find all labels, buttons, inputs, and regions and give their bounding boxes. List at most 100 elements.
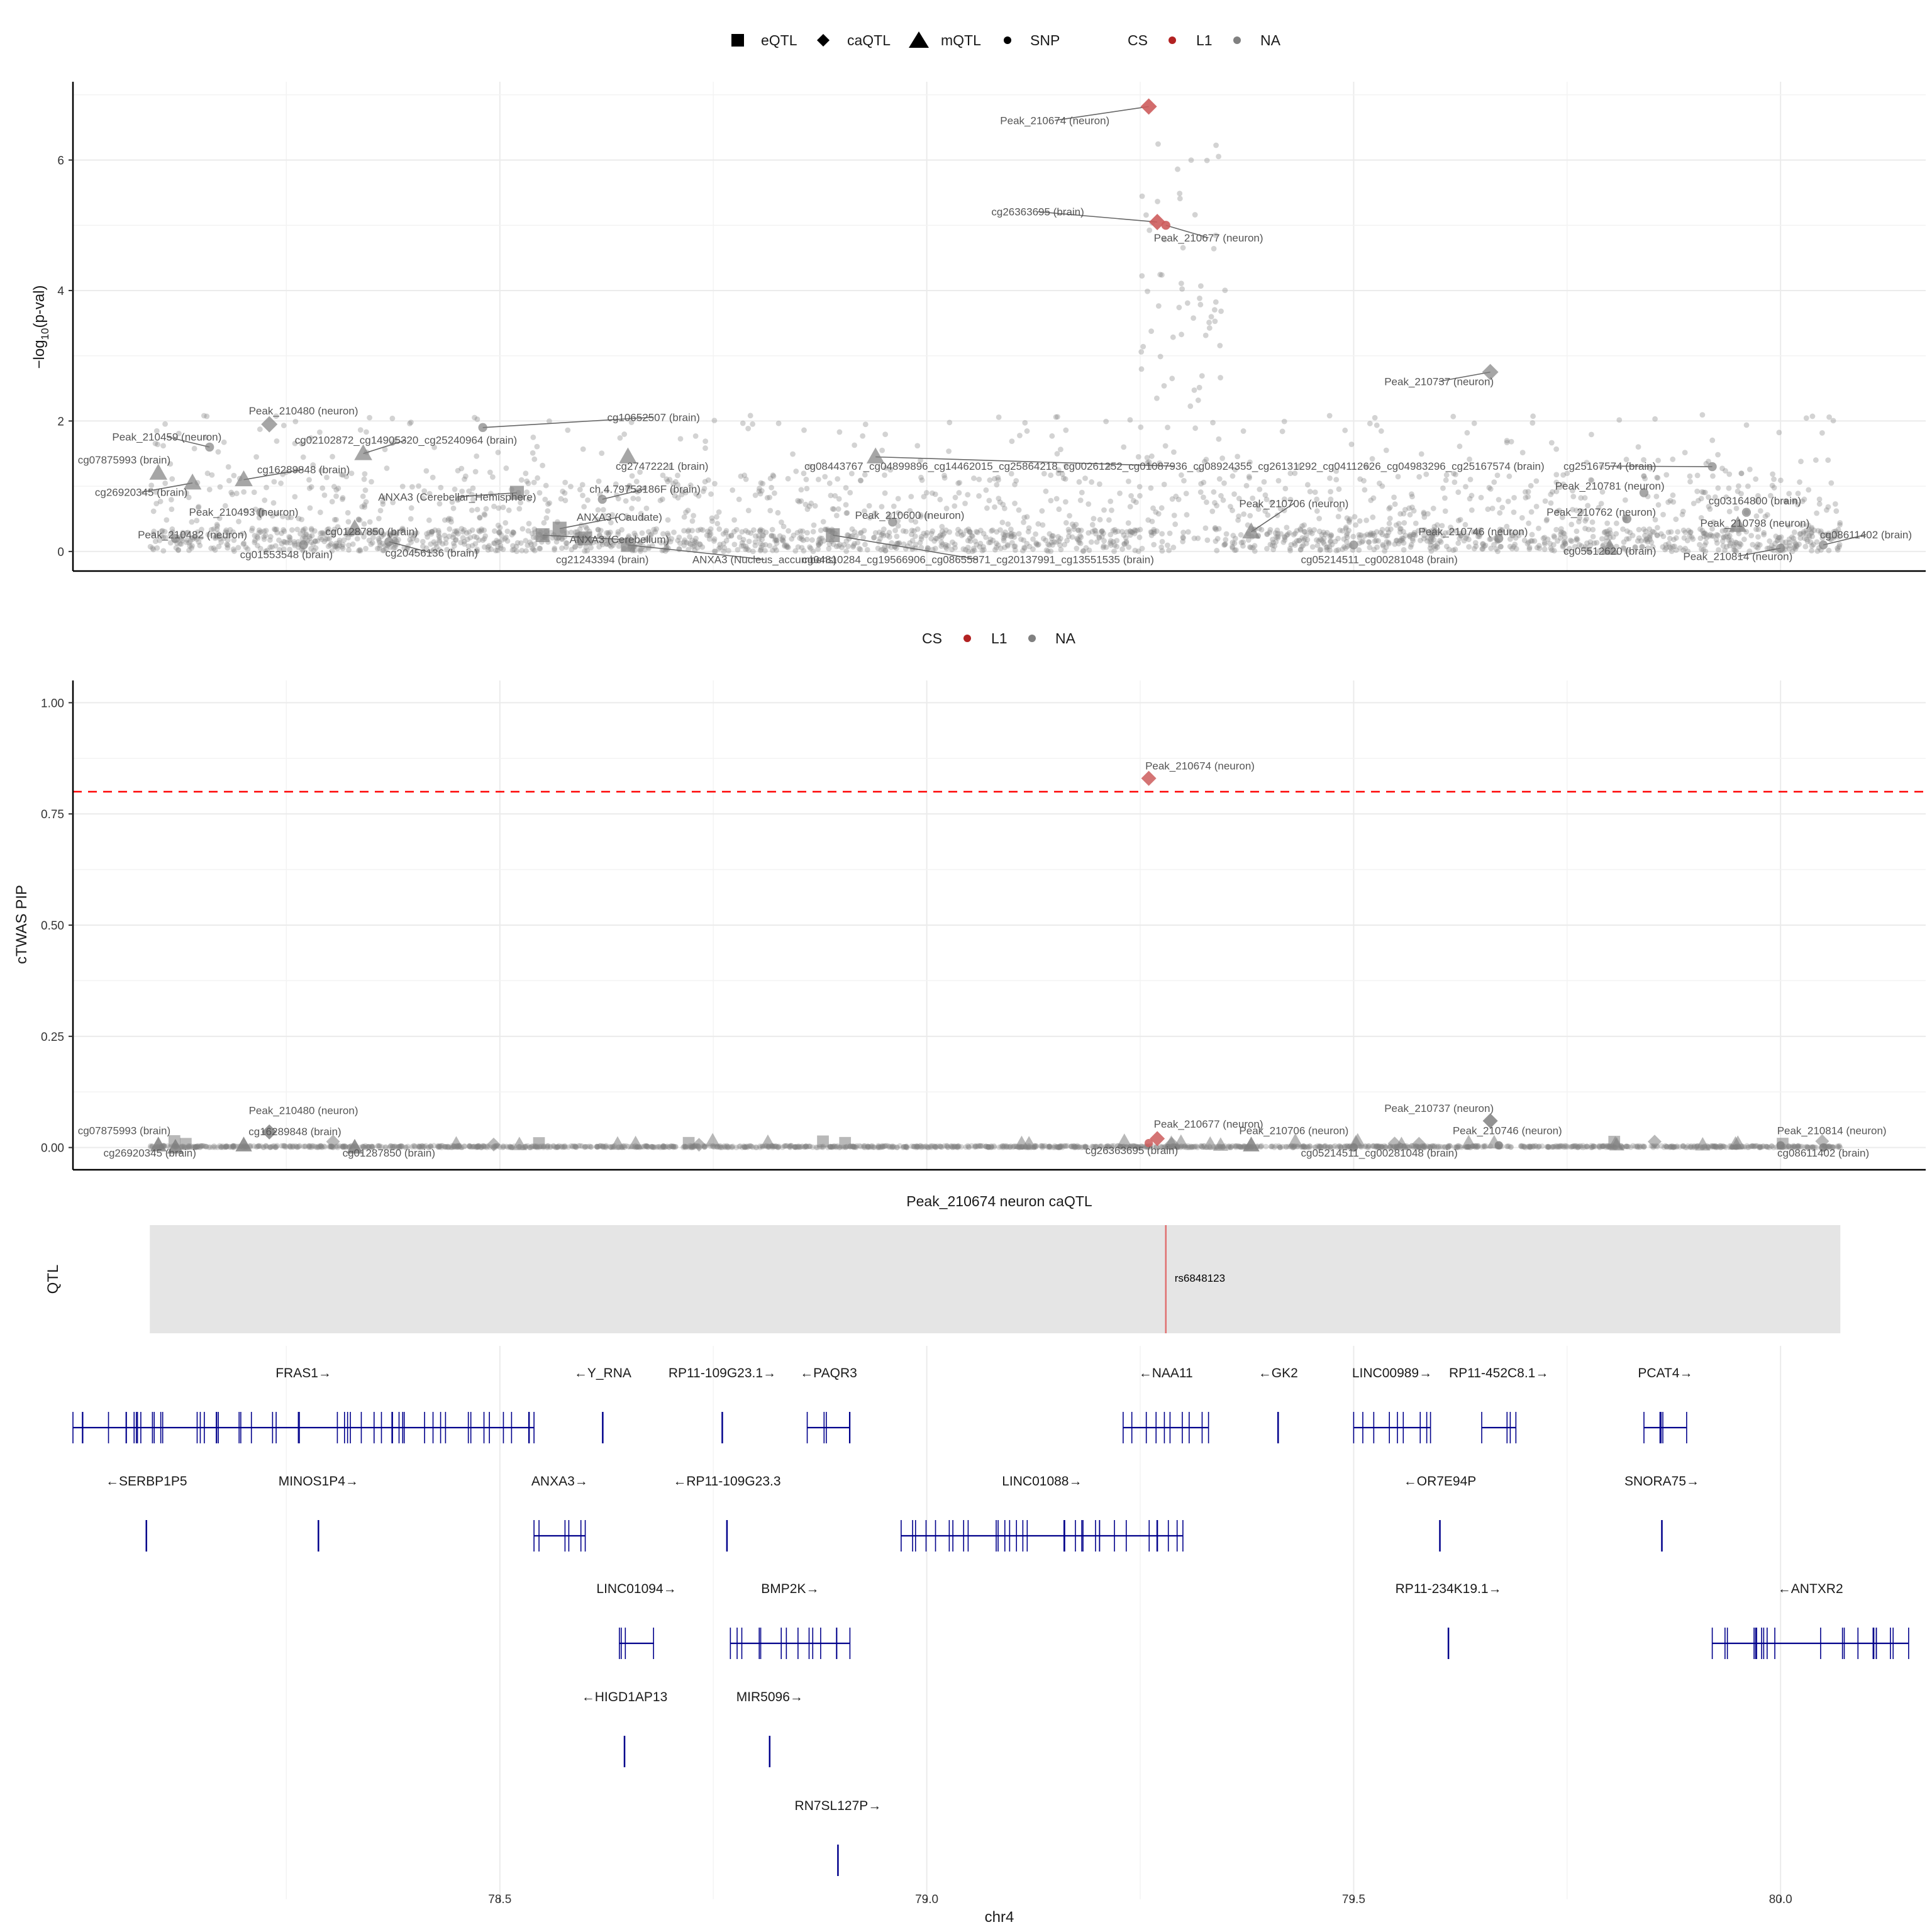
- snp-point: [280, 538, 287, 545]
- snp-point: [1541, 541, 1548, 547]
- snp-point: [757, 486, 762, 492]
- snp-point: [1549, 547, 1555, 553]
- snp-point: [1816, 501, 1823, 507]
- snp-point: [524, 478, 530, 484]
- snp-point: [1149, 518, 1155, 525]
- snp-point: [610, 542, 616, 548]
- snp-point: [1112, 526, 1118, 533]
- snp-point: [1055, 414, 1060, 420]
- snp-point: [248, 528, 255, 533]
- snp-point: [357, 427, 364, 433]
- snp-point: [217, 484, 223, 490]
- snp-point: [345, 519, 352, 525]
- snp-point: [933, 535, 939, 541]
- point-label: cg25167574 (brain): [1563, 460, 1656, 472]
- snp-point: [1567, 537, 1574, 543]
- snp-point: [1533, 478, 1540, 484]
- snp-point: [366, 530, 372, 536]
- snp-point: [702, 438, 709, 445]
- snp-point: [857, 547, 863, 553]
- snp-point: [487, 469, 493, 475]
- snp-point: [1698, 496, 1704, 502]
- snp-point: [1236, 513, 1241, 519]
- snp-point: [1100, 545, 1106, 551]
- snp-point: [436, 535, 443, 540]
- snp-point: [491, 540, 497, 546]
- snp-point: [1282, 535, 1288, 541]
- snp-point: [485, 544, 491, 550]
- snp-point: [223, 529, 229, 535]
- snp-point: [797, 535, 803, 541]
- snp-point: [1210, 419, 1216, 426]
- snp-point: [1213, 538, 1219, 544]
- snp-point: [1287, 470, 1294, 477]
- gene-label: FRAS1→: [275, 1366, 331, 1380]
- gene-label: RN7SL127P→: [795, 1799, 882, 1813]
- point-label: cg27472221 (brain): [616, 460, 708, 472]
- snp-point: [335, 486, 341, 491]
- snp-point: [333, 543, 339, 548]
- snp-point: [1021, 537, 1027, 543]
- snp-point: [746, 547, 752, 553]
- snp-point: [1048, 472, 1054, 479]
- snp-point: [1137, 492, 1143, 499]
- snp-point: [1206, 319, 1212, 326]
- snp-point: [1452, 472, 1458, 477]
- snp-point: [1282, 534, 1287, 540]
- snp-point: [686, 527, 692, 533]
- snp-point: [670, 487, 676, 494]
- snp-point: [700, 527, 706, 533]
- snp-point: [432, 527, 438, 533]
- snp-point: [1647, 533, 1653, 539]
- snp-point: [543, 482, 549, 489]
- snp-point: [679, 491, 685, 497]
- point-label: ch.4.79753186F (brain): [589, 484, 701, 496]
- snp-point: [559, 535, 565, 541]
- snp-point: [1497, 543, 1504, 550]
- snp-point: [812, 502, 818, 509]
- snp-point: [541, 519, 547, 526]
- snp-point: [1647, 465, 1653, 472]
- snp-point: [1030, 546, 1036, 552]
- snp-point: [1826, 530, 1832, 536]
- snp-point: [1222, 541, 1228, 548]
- snp-point: [1562, 535, 1568, 540]
- snp-point: [1357, 476, 1363, 482]
- snp-point: [436, 533, 442, 539]
- snp-point: [1528, 482, 1534, 489]
- snp-point: [453, 529, 460, 535]
- snp-point: [1056, 506, 1062, 513]
- snp-point: [1306, 527, 1313, 533]
- snp-point: [1232, 467, 1238, 473]
- gene-label: MINOS1P4→: [279, 1474, 358, 1489]
- feature-point-bg: [839, 1136, 852, 1149]
- snp-point: [1421, 536, 1427, 541]
- point-label: Peak_210706 (neuron): [1239, 497, 1348, 509]
- snp-point: [194, 518, 200, 524]
- point-label: Peak_210674 (neuron): [1145, 760, 1255, 772]
- snp-point: [1080, 548, 1086, 554]
- snp-point: [328, 540, 335, 547]
- snp-point: [1521, 1143, 1528, 1150]
- snp-point: [600, 507, 606, 513]
- snp-point: [169, 526, 175, 532]
- snp-point: [1154, 528, 1160, 534]
- snp-point: [454, 528, 460, 534]
- snp-point: [1438, 539, 1444, 545]
- snp-point: [1580, 1143, 1586, 1149]
- point-label: ANXA3 (Cerebellar_Hemisphere): [378, 491, 536, 503]
- snp-point: [895, 510, 901, 516]
- snp-point: [1407, 534, 1413, 540]
- snp-point: [1825, 504, 1831, 510]
- feature-point-bg: [628, 1135, 643, 1150]
- snp-point: [270, 500, 277, 506]
- snp-point: [1746, 466, 1753, 472]
- snp-point: [708, 491, 714, 497]
- snp-point: [702, 479, 708, 485]
- snp-point: [370, 535, 376, 540]
- snp-point: [470, 497, 476, 502]
- snp-point: [1560, 543, 1566, 550]
- snp-point: [1374, 529, 1380, 535]
- snp-point: [1208, 314, 1214, 319]
- snp-point: [1508, 438, 1514, 445]
